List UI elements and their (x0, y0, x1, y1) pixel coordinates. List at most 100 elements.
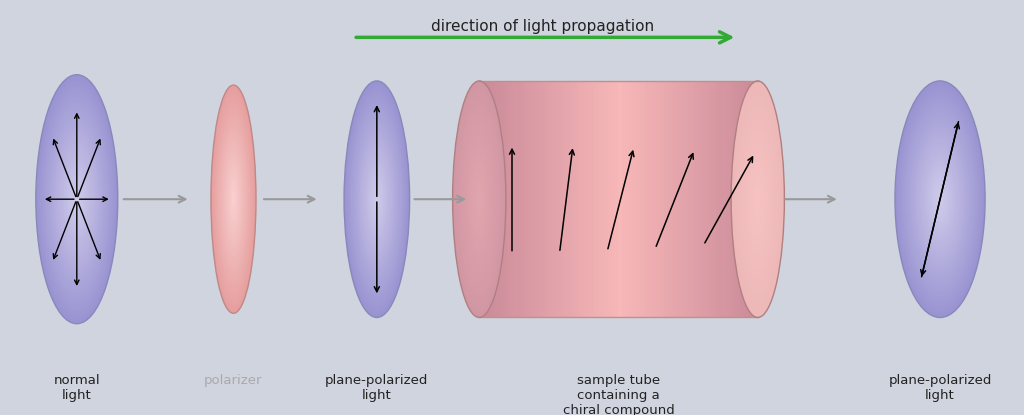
Bar (524, 81, 528, 317)
Ellipse shape (215, 104, 252, 294)
Ellipse shape (228, 173, 239, 226)
Bar (539, 81, 543, 317)
Ellipse shape (368, 167, 386, 232)
Ellipse shape (367, 161, 387, 238)
Ellipse shape (930, 173, 950, 226)
Bar (511, 81, 515, 317)
Bar (601, 81, 605, 317)
Ellipse shape (227, 169, 240, 229)
Ellipse shape (229, 176, 238, 222)
Bar (531, 81, 536, 317)
Ellipse shape (344, 81, 410, 317)
Ellipse shape (469, 152, 489, 247)
Bar (650, 81, 654, 317)
Bar (755, 81, 758, 317)
Ellipse shape (221, 138, 246, 260)
Ellipse shape (370, 173, 384, 226)
Ellipse shape (919, 143, 962, 255)
Ellipse shape (935, 184, 946, 214)
Bar (559, 81, 563, 317)
Bar (556, 81, 560, 317)
Bar (737, 81, 741, 317)
Ellipse shape (918, 140, 963, 258)
Bar (702, 81, 707, 317)
Ellipse shape (897, 87, 983, 312)
Ellipse shape (212, 93, 255, 306)
Ellipse shape (74, 190, 80, 208)
Bar (514, 81, 518, 317)
Ellipse shape (910, 122, 970, 276)
Ellipse shape (937, 190, 943, 208)
Ellipse shape (471, 161, 487, 237)
Ellipse shape (42, 93, 112, 305)
Bar (507, 81, 511, 317)
Ellipse shape (743, 138, 772, 261)
Ellipse shape (219, 127, 248, 271)
Bar (569, 81, 573, 317)
Ellipse shape (921, 149, 959, 249)
Ellipse shape (374, 187, 380, 211)
Ellipse shape (45, 103, 109, 295)
Ellipse shape (222, 142, 245, 256)
Ellipse shape (58, 143, 95, 255)
Ellipse shape (66, 165, 88, 233)
Ellipse shape (752, 171, 764, 227)
Ellipse shape (453, 81, 506, 317)
Ellipse shape (898, 90, 982, 309)
Ellipse shape (467, 142, 492, 256)
Ellipse shape (52, 124, 101, 274)
Ellipse shape (354, 120, 399, 279)
Bar (691, 81, 695, 317)
Ellipse shape (349, 99, 404, 300)
Bar (743, 81, 748, 317)
Ellipse shape (478, 195, 480, 204)
Bar (535, 81, 539, 317)
Ellipse shape (211, 85, 256, 313)
Bar (573, 81, 578, 317)
Bar (726, 81, 730, 317)
Ellipse shape (350, 102, 403, 297)
Bar (615, 81, 618, 317)
Ellipse shape (348, 96, 406, 303)
Ellipse shape (65, 162, 89, 237)
Ellipse shape (73, 187, 81, 212)
Ellipse shape (738, 114, 777, 284)
Ellipse shape (755, 185, 761, 213)
Bar (482, 81, 486, 317)
Ellipse shape (37, 78, 117, 320)
Bar (646, 81, 650, 317)
Ellipse shape (345, 84, 409, 315)
Ellipse shape (367, 164, 387, 234)
Ellipse shape (346, 90, 408, 309)
Ellipse shape (61, 152, 92, 246)
Ellipse shape (904, 105, 976, 294)
Bar (709, 81, 713, 317)
Ellipse shape (740, 124, 775, 275)
Bar (626, 81, 630, 317)
Ellipse shape (48, 112, 105, 286)
Ellipse shape (362, 149, 391, 249)
Bar (678, 81, 682, 317)
Bar (584, 81, 588, 317)
Bar (695, 81, 699, 317)
Ellipse shape (375, 190, 379, 208)
Ellipse shape (53, 128, 100, 271)
Bar (500, 81, 504, 317)
Bar (668, 81, 672, 317)
Ellipse shape (371, 176, 383, 223)
Ellipse shape (55, 134, 98, 265)
Bar (716, 81, 720, 317)
Bar (681, 81, 685, 317)
Ellipse shape (352, 110, 401, 288)
Bar (563, 81, 567, 317)
Ellipse shape (460, 114, 499, 284)
Ellipse shape (41, 90, 113, 308)
Ellipse shape (354, 116, 399, 282)
Ellipse shape (908, 116, 972, 282)
Ellipse shape (456, 95, 503, 303)
Ellipse shape (924, 155, 956, 244)
Ellipse shape (936, 187, 944, 211)
Ellipse shape (54, 131, 99, 268)
Bar (671, 81, 675, 317)
Ellipse shape (914, 131, 966, 267)
